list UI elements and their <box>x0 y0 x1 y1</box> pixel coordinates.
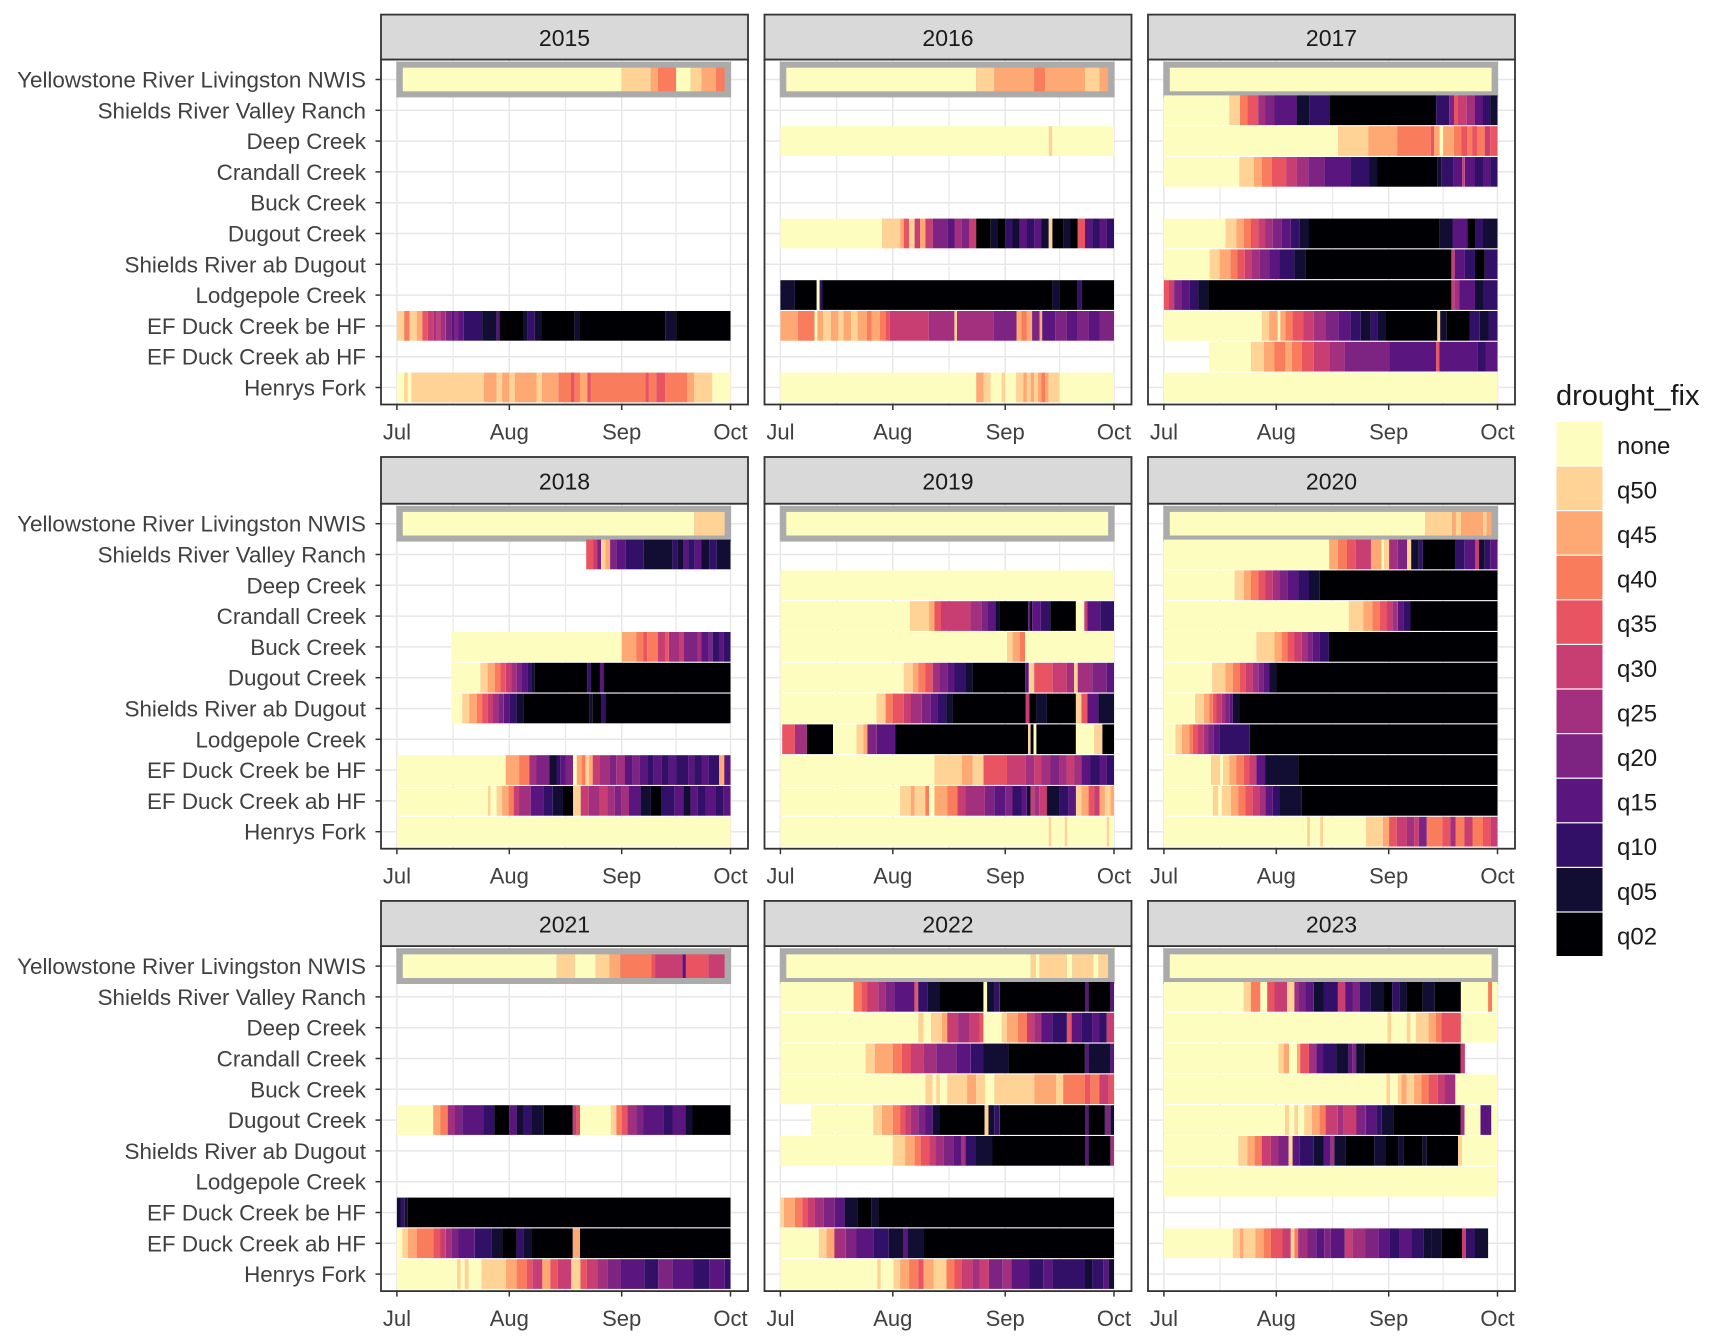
svg-text:Crandall Creek: Crandall Creek <box>217 1047 367 1072</box>
svg-text:Jul: Jul <box>1150 1306 1178 1331</box>
svg-text:q05: q05 <box>1617 879 1657 906</box>
svg-text:Lodgepole Creek: Lodgepole Creek <box>195 1170 366 1195</box>
svg-text:2021: 2021 <box>539 912 590 938</box>
svg-text:Shields River ab Dugout: Shields River ab Dugout <box>125 697 367 722</box>
svg-text:Lodgepole Creek: Lodgepole Creek <box>195 727 366 752</box>
svg-text:Lodgepole Creek: Lodgepole Creek <box>195 283 366 308</box>
svg-text:Deep Creek: Deep Creek <box>247 573 367 598</box>
svg-text:Jul: Jul <box>383 864 411 889</box>
svg-text:Deep Creek: Deep Creek <box>247 129 367 154</box>
svg-text:2019: 2019 <box>922 468 973 494</box>
svg-text:Jul: Jul <box>383 1306 411 1331</box>
svg-text:Shields River ab Dugout: Shields River ab Dugout <box>125 252 367 277</box>
svg-text:drought_fix: drought_fix <box>1556 380 1700 412</box>
svg-text:EF Duck Creek ab HF: EF Duck Creek ab HF <box>147 345 366 370</box>
svg-text:Aug: Aug <box>1257 1306 1296 1331</box>
svg-text:2016: 2016 <box>922 25 973 51</box>
svg-text:none: none <box>1617 433 1670 460</box>
svg-text:Shields River Valley Ranch: Shields River Valley Ranch <box>98 543 366 568</box>
svg-text:Oct: Oct <box>1097 1306 1131 1331</box>
svg-text:Oct: Oct <box>713 1306 747 1331</box>
svg-text:Jul: Jul <box>766 864 794 889</box>
svg-text:Aug: Aug <box>873 864 912 889</box>
svg-text:Henrys Fork: Henrys Fork <box>244 1262 367 1287</box>
svg-text:EF Duck Creek be HF: EF Duck Creek be HF <box>147 758 366 783</box>
svg-text:Yellowstone River Livingston N: Yellowstone River Livingston NWIS <box>17 512 366 537</box>
svg-text:Oct: Oct <box>1480 1306 1514 1331</box>
svg-text:Sep: Sep <box>986 1306 1025 1331</box>
svg-text:EF Duck Creek be HF: EF Duck Creek be HF <box>147 314 366 339</box>
svg-text:Shields River Valley Ranch: Shields River Valley Ranch <box>98 98 366 123</box>
svg-text:Oct: Oct <box>713 420 747 445</box>
svg-text:Aug: Aug <box>490 420 529 445</box>
svg-text:q25: q25 <box>1617 700 1657 727</box>
svg-text:Sep: Sep <box>1369 1306 1408 1331</box>
svg-text:Oct: Oct <box>1097 864 1131 889</box>
svg-text:Jul: Jul <box>1150 420 1178 445</box>
svg-text:Aug: Aug <box>873 1306 912 1331</box>
svg-text:Jul: Jul <box>766 420 794 445</box>
svg-text:Sep: Sep <box>602 420 641 445</box>
svg-text:Aug: Aug <box>873 420 912 445</box>
svg-text:Deep Creek: Deep Creek <box>247 1016 367 1041</box>
svg-text:EF Duck Creek ab HF: EF Duck Creek ab HF <box>147 789 366 814</box>
svg-text:EF Duck Creek ab HF: EF Duck Creek ab HF <box>147 1231 366 1256</box>
svg-text:Sep: Sep <box>986 420 1025 445</box>
svg-text:Dugout Creek: Dugout Creek <box>228 1108 367 1133</box>
svg-text:Yellowstone River Livingston N: Yellowstone River Livingston NWIS <box>17 68 366 93</box>
svg-text:Shields River ab Dugout: Shields River ab Dugout <box>125 1139 367 1164</box>
svg-text:q35: q35 <box>1617 611 1657 638</box>
svg-text:Crandall Creek: Crandall Creek <box>217 604 367 629</box>
svg-text:q50: q50 <box>1617 477 1657 504</box>
svg-text:q02: q02 <box>1617 923 1657 950</box>
svg-text:Aug: Aug <box>490 1306 529 1331</box>
svg-text:q10: q10 <box>1617 834 1657 861</box>
svg-text:Buck Creek: Buck Creek <box>250 191 367 216</box>
svg-text:Oct: Oct <box>1480 864 1514 889</box>
svg-text:Jul: Jul <box>383 420 411 445</box>
svg-text:2018: 2018 <box>539 468 590 494</box>
svg-text:Oct: Oct <box>1480 420 1514 445</box>
svg-text:Sep: Sep <box>1369 864 1408 889</box>
svg-text:Buck Creek: Buck Creek <box>250 1077 367 1102</box>
svg-text:Sep: Sep <box>986 864 1025 889</box>
svg-text:EF Duck Creek be HF: EF Duck Creek be HF <box>147 1201 366 1226</box>
svg-text:Henrys Fork: Henrys Fork <box>244 376 367 401</box>
svg-text:2022: 2022 <box>922 912 973 938</box>
svg-text:q15: q15 <box>1617 790 1657 817</box>
svg-text:Aug: Aug <box>1257 864 1296 889</box>
svg-text:Sep: Sep <box>602 864 641 889</box>
svg-text:q40: q40 <box>1617 567 1657 594</box>
svg-text:q30: q30 <box>1617 656 1657 683</box>
svg-text:q45: q45 <box>1617 522 1657 549</box>
svg-text:Yellowstone River Livingston N: Yellowstone River Livingston NWIS <box>17 954 366 979</box>
svg-text:Crandall Creek: Crandall Creek <box>217 160 367 185</box>
svg-text:Henrys Fork: Henrys Fork <box>244 820 367 845</box>
svg-text:2020: 2020 <box>1306 468 1357 494</box>
svg-text:Jul: Jul <box>766 1306 794 1331</box>
svg-text:2023: 2023 <box>1306 912 1357 938</box>
svg-text:Buck Creek: Buck Creek <box>250 635 367 660</box>
svg-text:Aug: Aug <box>490 864 529 889</box>
svg-text:Sep: Sep <box>1369 420 1408 445</box>
svg-text:Sep: Sep <box>602 1306 641 1331</box>
svg-text:Jul: Jul <box>1150 864 1178 889</box>
svg-text:Dugout Creek: Dugout Creek <box>228 666 367 691</box>
svg-text:q20: q20 <box>1617 745 1657 772</box>
svg-text:Oct: Oct <box>1097 420 1131 445</box>
svg-text:Dugout Creek: Dugout Creek <box>228 222 367 247</box>
svg-text:2015: 2015 <box>539 25 590 51</box>
svg-text:Aug: Aug <box>1257 420 1296 445</box>
svg-text:Oct: Oct <box>713 864 747 889</box>
svg-text:2017: 2017 <box>1306 25 1357 51</box>
svg-text:Shields River Valley Ranch: Shields River Valley Ranch <box>98 985 366 1010</box>
